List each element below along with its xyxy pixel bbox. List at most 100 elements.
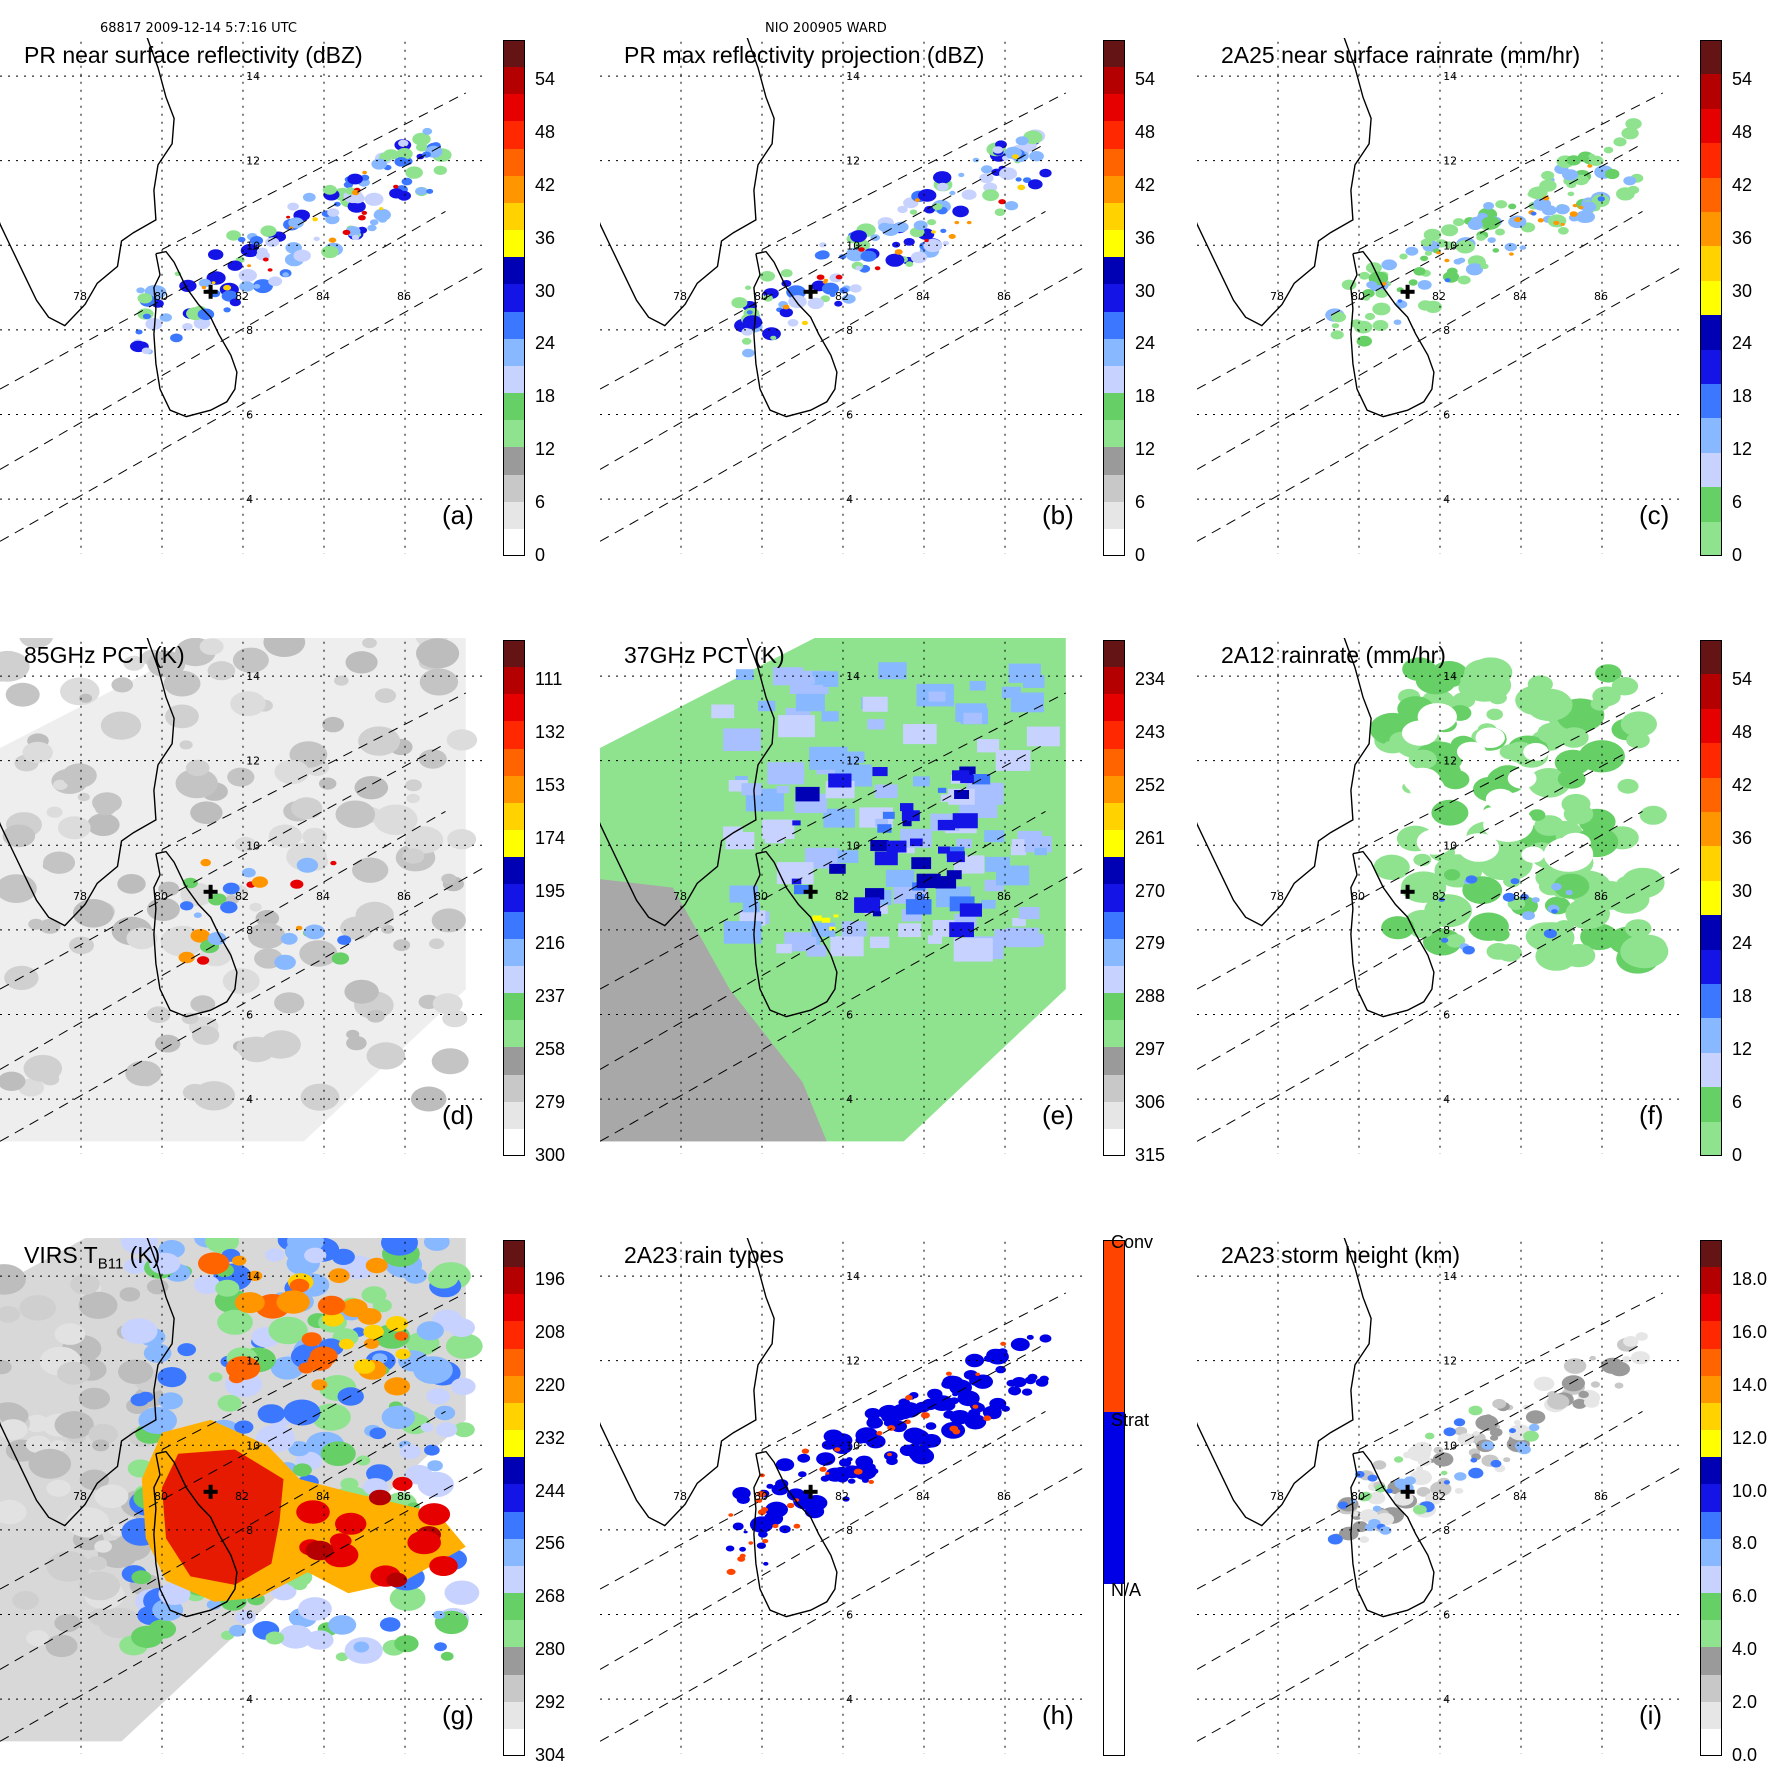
lat-label: 10 <box>1443 239 1457 252</box>
colorbar-segment <box>1700 640 1722 675</box>
storm-center-cross <box>203 884 218 899</box>
colorbar-segment <box>1700 143 1722 178</box>
colorbar-segment <box>503 40 525 68</box>
colorbar-segment <box>1700 108 1722 144</box>
colorbar-tick-label: 12 <box>1732 439 1753 460</box>
colorbar-tick-label: 16.0 <box>1732 1321 1768 1342</box>
colorbar-tick-label: 36 <box>535 227 556 248</box>
lat-label: 12 <box>846 755 860 768</box>
colorbar-tick-label: 18 <box>1732 386 1753 407</box>
srilanka-coastline <box>753 850 838 1018</box>
colorbar-segment <box>1700 521 1722 556</box>
colorbar-tick-label: 42 <box>535 174 556 195</box>
colorbar-tick-label: 24 <box>535 333 556 354</box>
lon-label: 82 <box>235 290 249 303</box>
lat-label: 4 <box>846 1693 853 1706</box>
lon-label: 82 <box>835 290 849 303</box>
swath-edge-line <box>1197 143 1643 390</box>
colorbar-segment <box>1103 911 1125 939</box>
colorbar-tick-label: 54 <box>535 69 556 89</box>
lat-label: 8 <box>846 1524 853 1537</box>
colorbar-tick-label: 237 <box>535 986 566 1007</box>
colorbar-segment <box>1103 1020 1125 1048</box>
lat-label: 14 <box>1443 1270 1457 1283</box>
colorbar-segment <box>1103 447 1125 475</box>
lat-label: 8 <box>246 1524 253 1537</box>
lon-label: 86 <box>997 1490 1011 1503</box>
colorbar-segment <box>503 528 525 556</box>
lat-label: 8 <box>246 924 253 937</box>
colorbar-tick-label: 8.0 <box>1732 1533 1758 1554</box>
lat-label: 6 <box>246 408 253 421</box>
storm-center-cross <box>1400 284 1415 299</box>
colorbar-segment <box>503 1593 525 1621</box>
colorbar-tick-label: 54 <box>1732 669 1753 689</box>
lon-label: 82 <box>835 1490 849 1503</box>
colorbar-tick-label: Conv <box>1111 1232 1154 1252</box>
lon-label: 80 <box>754 1490 768 1503</box>
panel-letter: (d) <box>442 1100 474 1130</box>
colorbar-segment <box>1103 67 1125 95</box>
map-b: 78 80 82 84 86 4 6 8 10 12 14 <box>600 38 1087 555</box>
lat-label: 14 <box>246 1270 260 1283</box>
lat-label: 10 <box>246 239 260 252</box>
lat-label: 10 <box>246 839 260 852</box>
map-c: 78 80 82 84 86 4 6 8 10 12 14 <box>1197 38 1684 555</box>
colorbar-segment <box>1103 721 1125 749</box>
india-coastline <box>0 1238 175 1527</box>
lat-label: 10 <box>1443 1439 1457 1452</box>
colorbar-tick-label: 196 <box>535 1269 566 1289</box>
colorbar-segment <box>1700 915 1722 950</box>
colorbar-segment <box>503 640 525 668</box>
panel-title-text: 85GHz PCT (K) <box>24 642 185 668</box>
colorbar-segment <box>503 748 525 776</box>
colorbar-tick-label: 280 <box>535 1639 566 1660</box>
colorbar-frame <box>503 640 525 1156</box>
colorbar-tick-label: 6 <box>1732 492 1743 513</box>
colorbar-segment <box>1700 1728 1722 1756</box>
colorbar-segment <box>1700 674 1722 709</box>
lat-label: 12 <box>246 155 260 168</box>
lon-label: 86 <box>1594 890 1608 903</box>
colorbar-segment <box>1700 315 1722 350</box>
storm-center-cross <box>1400 1484 1415 1499</box>
swath-edge-line <box>1197 865 1684 1142</box>
colorbar-segment <box>1103 528 1125 556</box>
panel-title-text: 37GHz PCT (K) <box>624 642 785 668</box>
panel-f: 78 80 82 84 86 4 6 8 10 12 14 2A12 rainrate (mm/hr)… <box>1197 638 1771 1165</box>
panel-a: 78 80 82 84 86 4 6 8 10 12 14 PR near surface refle… <box>0 38 574 565</box>
colorbar-segment <box>503 830 525 858</box>
colorbar-segment <box>1103 175 1125 203</box>
colorbar <box>1700 1240 1722 1756</box>
colorbar-segment <box>1700 1674 1722 1702</box>
colorbar-tick-label: 279 <box>1135 933 1166 954</box>
panel-title: VIRS TB11 (K) <box>24 1242 160 1273</box>
lon-label: 86 <box>397 1490 411 1503</box>
map-content: 78 80 82 84 86 4 6 8 10 12 14 <box>0 638 487 1155</box>
colorbar-segment <box>503 202 525 231</box>
lon-label: 80 <box>1351 890 1365 903</box>
colorbar-segment <box>1103 830 1125 858</box>
swath-edge-line <box>1197 265 1684 542</box>
lon-label: 78 <box>1270 890 1284 903</box>
colorbar-segment <box>1700 1647 1722 1675</box>
map-content: 78 80 82 84 86 4 6 8 10 12 14 <box>600 1238 1087 1755</box>
colorbar-tick-label: 42 <box>1732 174 1753 195</box>
lon-label: 86 <box>1594 290 1608 303</box>
colorbar-segment <box>1700 1294 1722 1322</box>
colorbar-frame <box>1700 640 1722 1156</box>
swath-edge-line <box>161 92 466 250</box>
colorbar-segment <box>1700 40 1722 75</box>
storm-center-cross <box>1400 884 1415 899</box>
colorbar-segment <box>503 175 525 203</box>
lon-label: 80 <box>1351 1490 1365 1503</box>
colorbar-tick-label: 132 <box>535 721 566 742</box>
colorbar-segment <box>503 1267 525 1295</box>
colorbar-tick-label: 30 <box>1732 280 1753 301</box>
colorbar-segment <box>1103 775 1125 803</box>
lat-label: 8 <box>1443 1524 1450 1537</box>
panel-g: 78 80 82 84 86 4 6 8 10 12 14 VIRS TB11 (K) (g) 196 20… <box>0 1238 574 1765</box>
srilanka-coastline <box>1350 850 1435 1018</box>
colorbar-tick-label: 232 <box>535 1427 566 1448</box>
india-coastline <box>0 638 175 927</box>
